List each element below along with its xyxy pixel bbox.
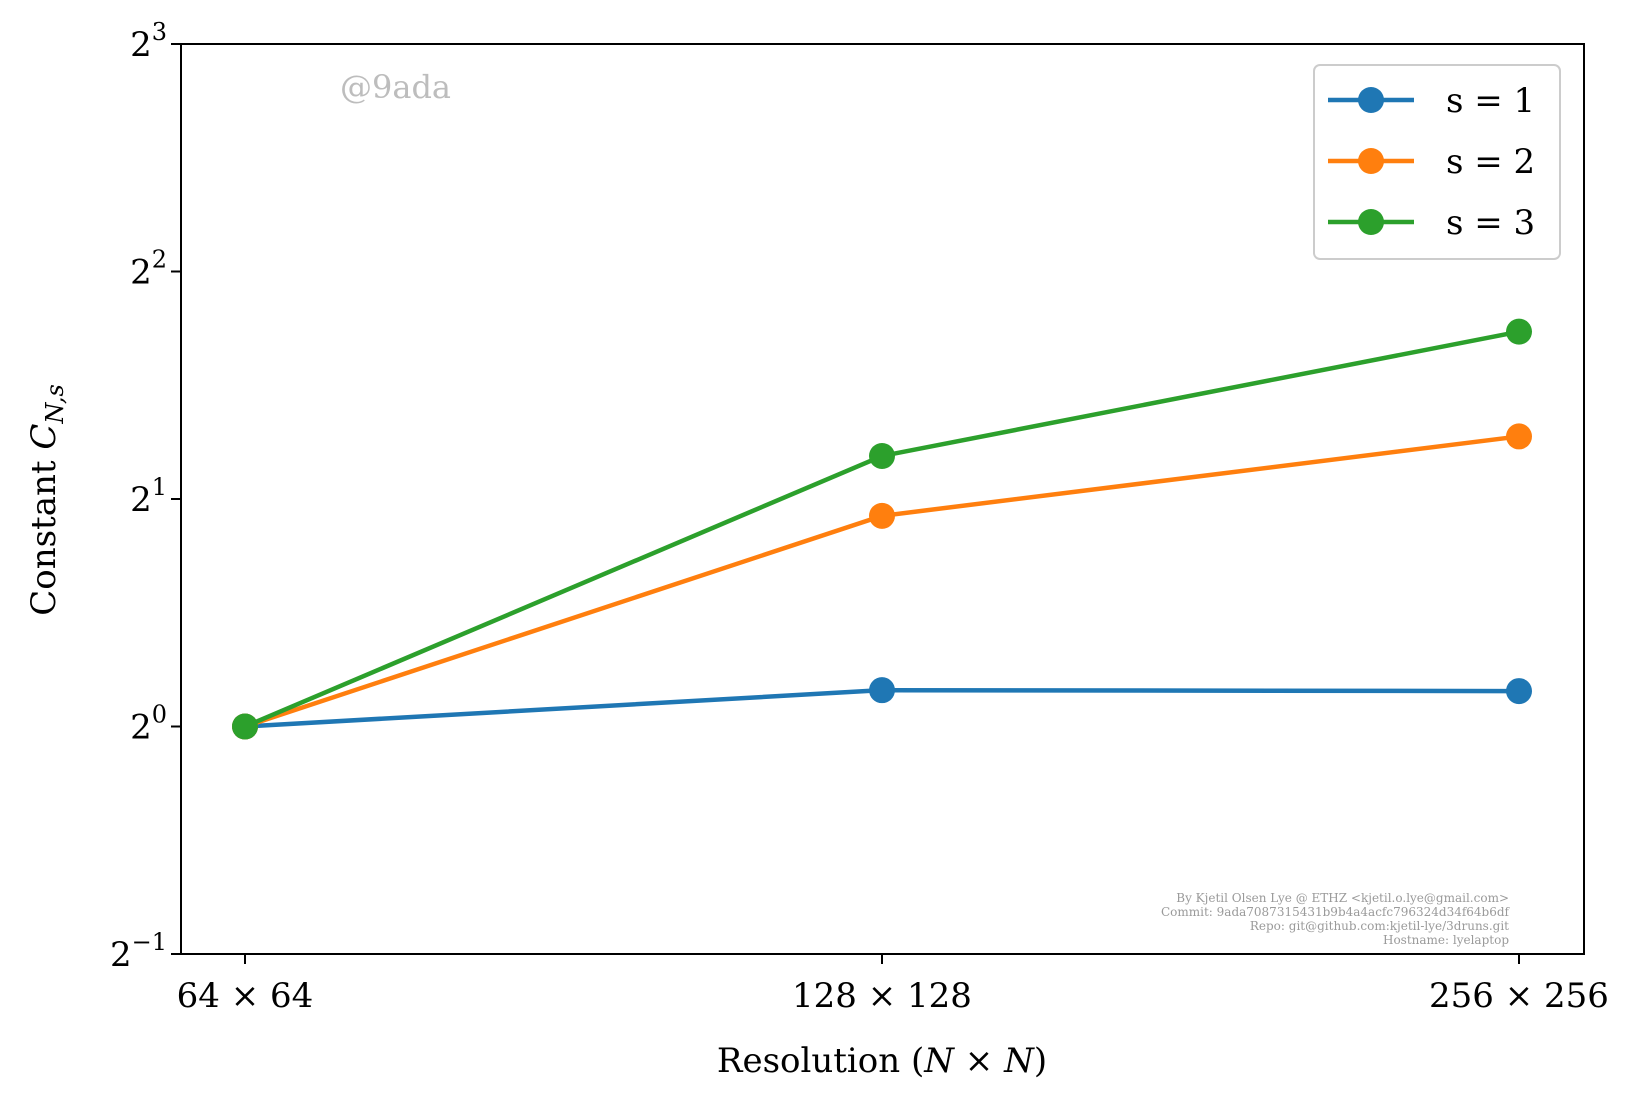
legend: s = 1 s = 2 s = 3 [1313, 64, 1561, 260]
ticks-layer: 64 × 64 128 × 128 256 × 256 2−1 20 21 22 23 [110, 18, 1609, 1016]
series-point-s3 [232, 713, 258, 740]
series-point-s2 [1506, 423, 1532, 450]
x-axis-label: Resolution (N × N) [717, 1041, 1047, 1081]
legend-marker-s2 [1358, 148, 1384, 174]
credit-line: Repo: git@github.com:kjetil-lye/3druns.g… [1250, 919, 1509, 933]
series-point-s1 [869, 677, 895, 704]
x-tick-label: 64 × 64 [177, 976, 314, 1016]
legend-label-s1: s = 1 [1446, 81, 1535, 121]
series-point-s3 [869, 442, 895, 469]
legend-label-s2: s = 2 [1446, 142, 1535, 182]
legend-marker-s3 [1358, 209, 1384, 235]
x-tick-label: 128 × 128 [792, 976, 972, 1016]
y-tick-label: 22 [130, 246, 167, 293]
credit-line: Hostname: lyelaptop [1383, 933, 1509, 947]
legend-label-s3: s = 3 [1446, 203, 1535, 243]
series-point-s1 [1506, 678, 1532, 705]
credit-line: By Kjetil Olsen Lye @ ETHZ <kjetil.o.lye… [1176, 891, 1509, 905]
series-point-s2 [869, 502, 895, 529]
legend-entries: s = 1 s = 2 s = 3 [1328, 81, 1535, 243]
y-tick-label: 20 [130, 701, 167, 748]
credit-line: Commit: 9ada7087315431b9b4a4acfc796324d3… [1161, 905, 1511, 919]
credits-block: By Kjetil Olsen Lye @ ETHZ <kjetil.o.lye… [1161, 891, 1511, 947]
series-point-s3 [1506, 318, 1532, 345]
y-tick-label: 2−1 [110, 928, 167, 975]
watermark: @9ada [340, 68, 451, 106]
y-tick-label: 21 [130, 473, 167, 520]
x-tick-label: 256 × 256 [1429, 976, 1609, 1016]
y-tick-label: 23 [130, 18, 167, 65]
series-layer [232, 318, 1532, 740]
legend-marker-s1 [1358, 87, 1384, 113]
